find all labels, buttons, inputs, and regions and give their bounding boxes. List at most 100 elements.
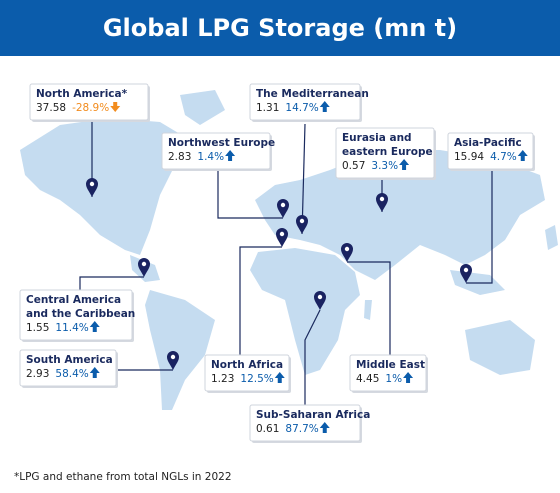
callout-box: [447, 132, 534, 170]
trend-arrow: [399, 159, 410, 170]
leader-line: [304, 309, 321, 405]
region-name: Eurasia and: [342, 132, 412, 144]
region-value: 1.55: [26, 322, 49, 334]
pin-body: [277, 199, 289, 218]
trend-arrow: [89, 321, 100, 332]
leader-line: [239, 246, 282, 355]
callout-box: [19, 349, 117, 387]
pin: [296, 215, 308, 234]
region-name: Sub-Saharan Africa: [256, 409, 370, 421]
callouts: North America* 37.58 -28.9% The Mediterrane…: [19, 83, 535, 443]
leader-line: [217, 171, 283, 219]
pin-body: [296, 215, 308, 234]
pin-dot: [141, 261, 147, 267]
leader-line: [347, 261, 391, 355]
region-name: Northwest Europe: [168, 137, 275, 149]
leader-line: [466, 171, 493, 284]
pin: [376, 193, 388, 212]
region-name: The Mediterranean: [256, 88, 369, 100]
callout: Northwest Europe 2.83 1.4%: [161, 132, 275, 171]
region-value: 15.94: [454, 151, 484, 163]
region-name: North America*: [36, 88, 128, 100]
region-change: 87.7%: [285, 423, 318, 435]
region-change: 58.4%: [55, 368, 88, 380]
region-change: 11.4%: [55, 322, 88, 334]
region-value: 37.58: [36, 102, 66, 114]
pin-body: [376, 193, 388, 212]
region-value: 1.31: [256, 102, 279, 114]
pin: [86, 178, 98, 197]
pin-body: [341, 243, 353, 262]
pin: [276, 228, 288, 247]
callout: South America 2.93 58.4%: [19, 349, 118, 388]
pin: [341, 243, 353, 262]
region-change: 4.7%: [490, 151, 517, 163]
callout: Eurasia and eastern Europe 0.57 3.3%: [335, 127, 436, 180]
callout: The Mediterranean 1.31 14.7%: [249, 83, 369, 122]
region-change: 3.3%: [371, 160, 398, 172]
pin-dot: [379, 196, 385, 202]
callout-box: [249, 404, 361, 442]
pin-dot: [299, 218, 305, 224]
pin: [460, 264, 472, 283]
pin-body: [314, 291, 326, 310]
trend-arrow: [110, 102, 121, 112]
callout-box: [204, 354, 290, 392]
trend-arrow: [319, 422, 330, 433]
callout-box: [19, 289, 133, 341]
callout: North America* 37.58 -28.9%: [29, 83, 150, 122]
callout-box: [161, 132, 271, 170]
region-change: -28.9%: [72, 102, 109, 114]
region-change: 1%: [385, 373, 402, 385]
region-name: eastern Europe: [342, 146, 433, 158]
callout-box: [29, 83, 149, 121]
region-name: South America: [26, 354, 113, 366]
region-change: 14.7%: [285, 102, 318, 114]
pin-body: [276, 228, 288, 247]
region-name: Asia-Pacific: [454, 137, 522, 149]
region-change: 12.5%: [240, 373, 273, 385]
trend-arrow: [517, 150, 528, 161]
callout: Sub-Saharan Africa 0.61 87.7%: [249, 404, 370, 443]
pin-body: [138, 258, 150, 277]
pin-body: [460, 264, 472, 283]
pin-dot: [317, 294, 323, 300]
region-name: North Africa: [211, 359, 283, 371]
pin-dot: [344, 246, 350, 252]
region-name: and the Caribbean: [26, 308, 135, 320]
footnote: *LPG and ethane from total NGLs in 2022: [14, 471, 232, 483]
pin-body: [86, 178, 98, 197]
trend-arrow: [319, 101, 330, 112]
pin-dot: [279, 231, 285, 237]
region-name: Central America: [26, 294, 121, 306]
callout: Asia-Pacific 15.94 4.7%: [447, 132, 535, 171]
trend-arrow: [274, 372, 285, 383]
region-change: 1.4%: [197, 151, 224, 163]
callout: Middle East 4.45 1%: [349, 354, 428, 393]
region-value: 2.93: [26, 368, 49, 380]
leader-lines: [79, 122, 493, 405]
pin: [167, 351, 179, 370]
pin-dot: [280, 202, 286, 208]
region-value: 2.83: [168, 151, 191, 163]
callout-box: [249, 83, 361, 121]
pin-dot: [170, 354, 176, 360]
region-value: 0.57: [342, 160, 365, 172]
callout: North Africa 1.23 12.5%: [204, 354, 291, 393]
header-band: [0, 0, 560, 56]
region-value: 0.61: [256, 423, 279, 435]
region-name: Middle East: [356, 359, 425, 371]
trend-arrow: [225, 150, 236, 161]
pin: [277, 199, 289, 218]
trend-arrow: [89, 367, 100, 378]
pin-body: [167, 351, 179, 370]
leader-line: [79, 276, 144, 290]
pin-dot: [89, 181, 95, 187]
pin: [314, 291, 326, 310]
region-value: 1.23: [211, 373, 234, 385]
pin: [138, 258, 150, 277]
region-value: 4.45: [356, 373, 379, 385]
title: Global LPG Storage (mn t): [103, 14, 457, 42]
